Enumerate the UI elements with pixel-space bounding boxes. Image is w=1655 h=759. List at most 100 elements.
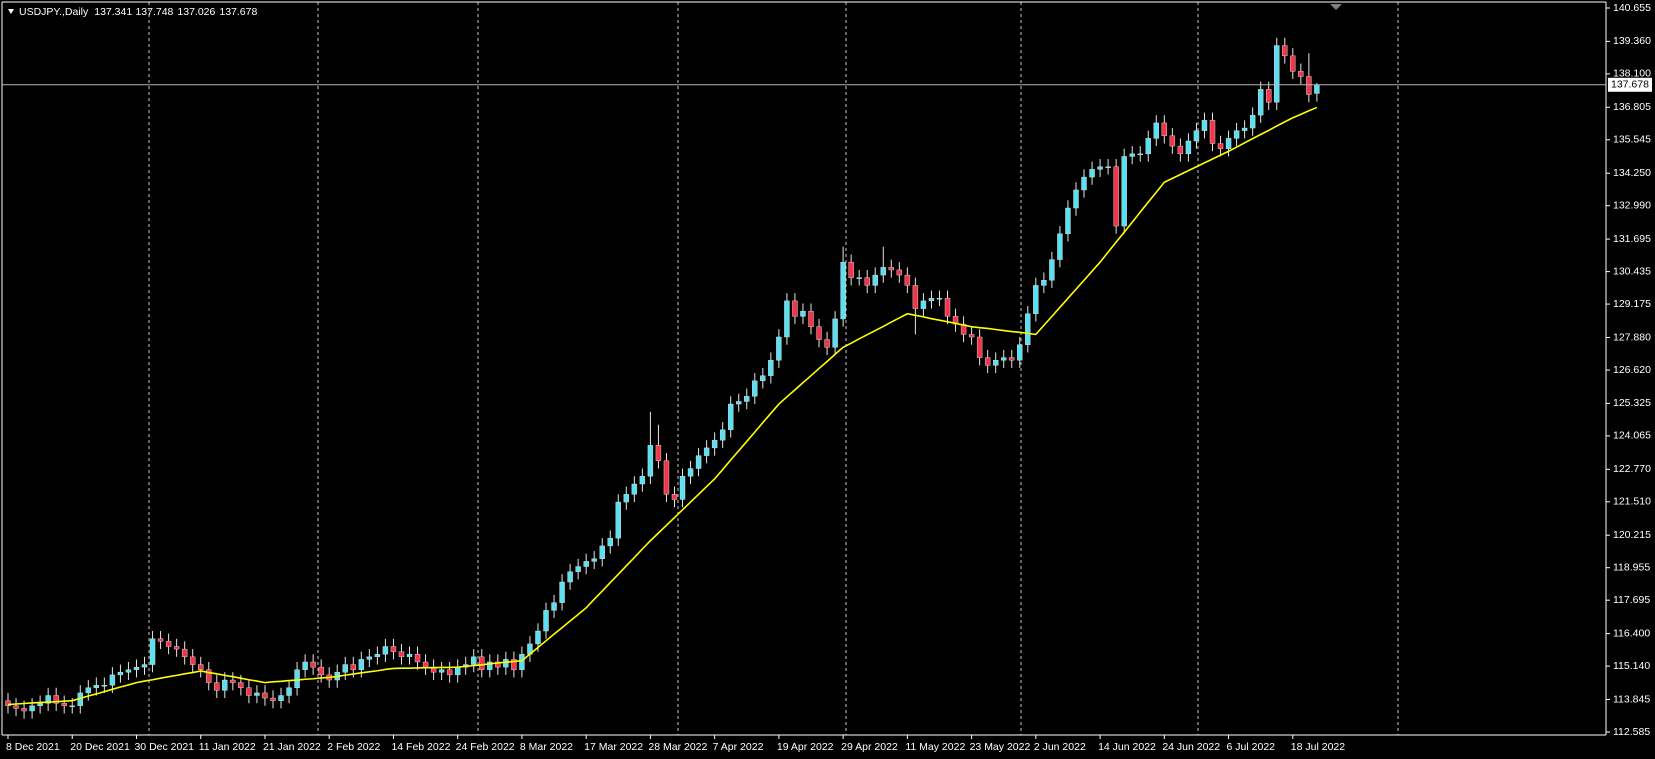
candle-body	[1097, 166, 1103, 170]
y-tick-label: 129.175	[1613, 298, 1651, 310]
candle-body	[422, 661, 429, 668]
candle-body	[856, 277, 862, 279]
candle-body	[398, 651, 405, 658]
candle-body	[117, 672, 124, 676]
candle-body	[45, 695, 51, 704]
candle-body	[1290, 55, 1296, 72]
candle-body	[760, 375, 766, 382]
candle-body	[29, 705, 35, 712]
candle-body	[808, 310, 814, 327]
candle-body	[390, 646, 397, 652]
candle-body	[663, 460, 670, 495]
candle-body	[85, 687, 92, 694]
candle-body	[639, 476, 646, 485]
x-tick-label: 28 Mar 2022	[648, 741, 707, 753]
y-tick-label: 112.585	[1613, 726, 1650, 738]
candle-body	[1153, 122, 1159, 139]
candle-body	[454, 666, 461, 676]
y-tick-label: 125.325	[1613, 397, 1651, 409]
candle-body	[1266, 89, 1272, 103]
candle-body	[61, 703, 67, 707]
candle-body	[125, 669, 132, 673]
candle-body	[278, 695, 284, 701]
candle-body	[382, 646, 389, 655]
candle-body	[141, 664, 148, 668]
candle-body	[53, 695, 59, 704]
candle-body	[1089, 169, 1095, 178]
candle-body	[1009, 357, 1015, 361]
candle-body	[302, 661, 308, 670]
x-tick-label: 30 Dec 2021	[134, 741, 194, 753]
candle-body	[1257, 89, 1264, 116]
x-tick-label: 20 Dec 2021	[70, 741, 130, 753]
candle-body	[246, 687, 252, 696]
candle-body	[1113, 166, 1119, 227]
candle-body	[189, 656, 196, 665]
candle-body	[607, 537, 613, 547]
candle-body	[1057, 233, 1063, 260]
price-label: 137.678	[1611, 79, 1649, 91]
x-tick-label: 24 Jun 2022	[1162, 741, 1220, 753]
candle-body	[1298, 71, 1304, 77]
candle-body	[471, 656, 477, 665]
candle-body	[101, 684, 108, 687]
candle-body	[559, 581, 565, 603]
candle-body	[165, 641, 172, 647]
shift-marker	[1330, 4, 1342, 10]
candle-body	[222, 679, 228, 691]
x-tick-label: 18 Jul 2022	[1291, 741, 1345, 753]
candle-body	[374, 654, 381, 658]
x-tick-label: 7 Apr 2022	[713, 741, 764, 753]
candle-body	[575, 566, 581, 572]
x-tick-label: 14 Jun 2022	[1098, 741, 1156, 753]
candle-body	[21, 708, 27, 712]
candle-body	[511, 659, 517, 670]
candle-body	[406, 654, 413, 658]
candle-body	[1209, 120, 1216, 144]
header-open: 137.341	[94, 6, 132, 18]
candle-body	[1217, 143, 1224, 149]
header-close: 137.678	[219, 6, 257, 18]
candle-body	[992, 359, 999, 366]
candle-body	[5, 700, 11, 707]
candle-body	[1073, 189, 1079, 209]
candle-body	[623, 494, 630, 503]
candle-body	[1105, 166, 1111, 168]
y-tick-label: 120.215	[1613, 529, 1651, 541]
candle-body	[1001, 357, 1007, 361]
x-tick-label: 2 Jun 2022	[1034, 741, 1086, 753]
y-tick-label: 140.655	[1613, 2, 1651, 14]
candle-body	[238, 682, 244, 688]
candle-body	[1225, 138, 1232, 149]
candle-body	[1033, 285, 1039, 314]
candle-body	[736, 401, 742, 405]
candle-body	[768, 359, 774, 376]
period-separators	[148, 2, 1399, 735]
y-tick-label: 121.510	[1613, 496, 1651, 508]
candle-body	[840, 261, 846, 320]
y-tick-label: 139.360	[1613, 35, 1651, 47]
candle-body	[703, 447, 710, 456]
candle-body	[181, 648, 188, 658]
candle-body	[69, 705, 75, 708]
candle-body	[1274, 45, 1280, 103]
candle-body	[1193, 130, 1200, 142]
candle-body	[631, 483, 638, 495]
candle-body	[1306, 76, 1312, 95]
candle-body	[133, 666, 140, 670]
candle-body	[503, 659, 509, 668]
y-tick-label: 127.880	[1613, 331, 1651, 343]
header-low: 137.026	[177, 6, 215, 18]
y-tick-label: 118.955	[1613, 561, 1650, 573]
x-tick-label: 2 Feb 2022	[327, 741, 380, 753]
candle-body	[679, 476, 686, 500]
x-tick-label: 11 Jan 2022	[199, 741, 256, 753]
candle-body	[880, 267, 886, 276]
candle-body	[928, 298, 935, 302]
candle-body	[816, 326, 822, 340]
candle-body	[173, 646, 180, 650]
y-tick-label: 122.770	[1613, 463, 1651, 475]
candle-body	[254, 692, 260, 696]
